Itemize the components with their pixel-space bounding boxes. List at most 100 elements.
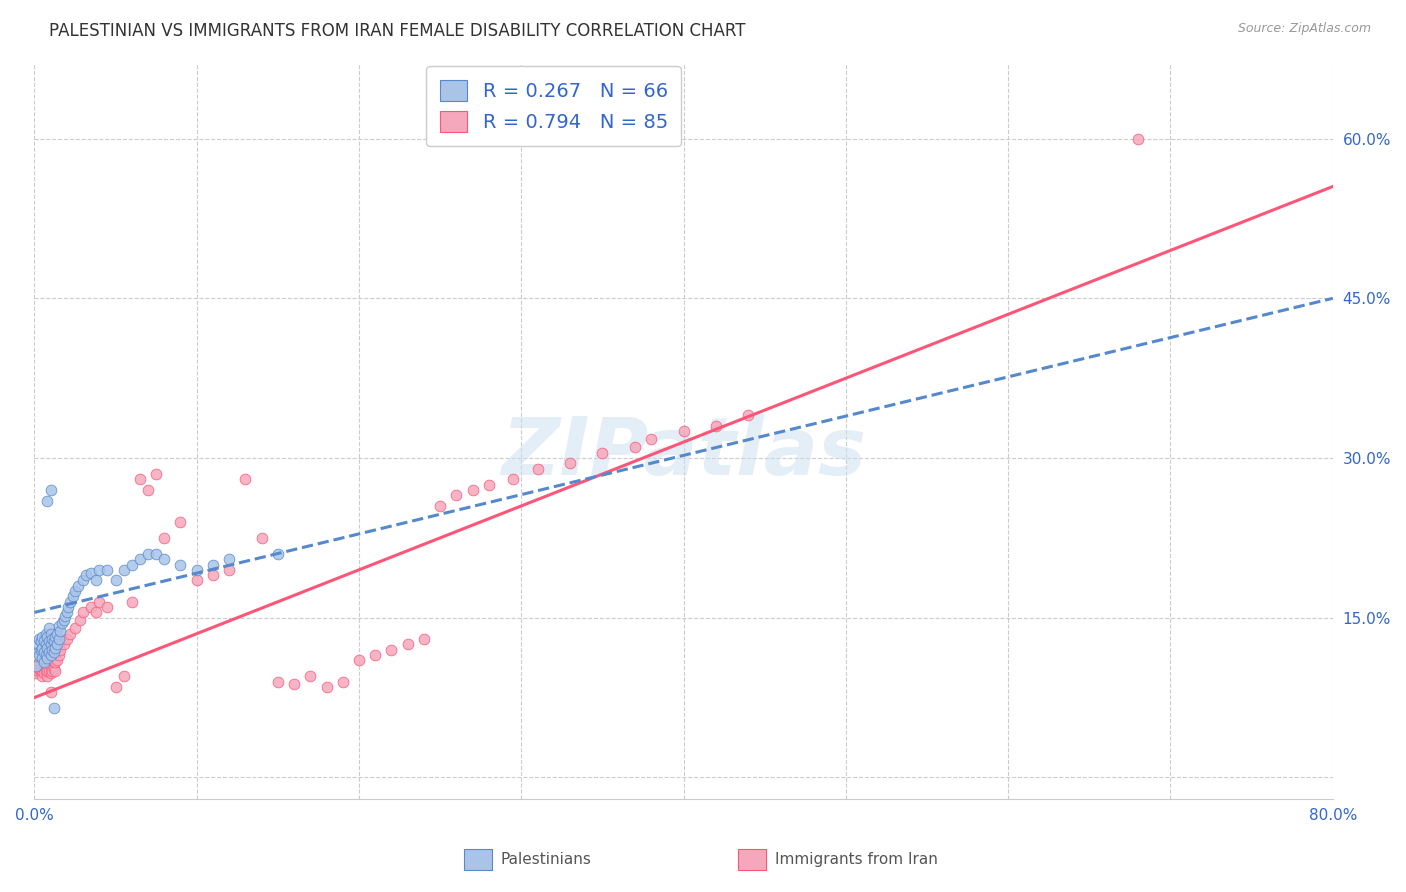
Point — [32, 666, 55, 681]
Point — [27, 645, 49, 659]
Point — [72, 606, 94, 620]
Point — [412, 632, 434, 646]
Point — [49, 642, 72, 657]
Point — [63, 621, 86, 635]
Point — [37, 640, 59, 655]
Point — [136, 547, 159, 561]
Point — [201, 558, 224, 572]
Point — [48, 637, 70, 651]
Point — [104, 574, 127, 588]
Point — [145, 547, 167, 561]
Point — [112, 669, 135, 683]
Point — [32, 645, 55, 659]
Legend: R = 0.267   N = 66, R = 0.794   N = 85: R = 0.267 N = 66, R = 0.794 N = 85 — [426, 66, 682, 145]
Point — [446, 488, 468, 502]
Point — [46, 653, 69, 667]
Point — [41, 664, 63, 678]
Point — [478, 477, 501, 491]
Point — [37, 664, 59, 678]
Point — [38, 664, 60, 678]
Point — [62, 590, 84, 604]
Point — [35, 626, 58, 640]
Point — [75, 568, 97, 582]
Point — [48, 648, 70, 662]
Point — [39, 666, 62, 681]
Text: Source: ZipAtlas.com: Source: ZipAtlas.com — [1237, 22, 1371, 36]
Point — [44, 640, 66, 655]
Point — [31, 640, 53, 655]
Point — [267, 674, 290, 689]
Point — [38, 645, 60, 659]
Point — [42, 662, 65, 676]
Point — [35, 664, 58, 678]
Point — [41, 632, 63, 646]
Point — [332, 674, 354, 689]
Point — [56, 632, 79, 646]
Point — [52, 637, 75, 651]
Point — [30, 634, 52, 648]
Point — [59, 626, 82, 640]
Point — [39, 658, 62, 673]
Point — [42, 634, 65, 648]
Point — [46, 637, 69, 651]
Point — [69, 613, 91, 627]
Point — [153, 531, 176, 545]
Point — [44, 630, 66, 644]
Point — [53, 608, 76, 623]
Point — [704, 419, 727, 434]
Point — [235, 472, 257, 486]
Point — [672, 425, 695, 439]
Point — [89, 595, 111, 609]
Point — [25, 658, 48, 673]
Point — [364, 648, 387, 662]
Point — [37, 493, 59, 508]
Point — [35, 637, 58, 651]
Point — [32, 645, 55, 659]
Text: PALESTINIAN VS IMMIGRANTS FROM IRAN FEMALE DISABILITY CORRELATION CHART: PALESTINIAN VS IMMIGRANTS FROM IRAN FEMA… — [49, 22, 745, 40]
Point — [429, 499, 451, 513]
Point — [37, 669, 59, 683]
Point — [42, 651, 65, 665]
Point — [38, 634, 60, 648]
Point — [38, 621, 60, 635]
Point — [28, 648, 51, 662]
Point — [502, 472, 524, 486]
Point — [41, 653, 63, 667]
Point — [38, 656, 60, 670]
Point — [39, 483, 62, 497]
Point — [299, 669, 322, 683]
Point — [27, 664, 49, 678]
Point — [39, 648, 62, 662]
Point — [35, 648, 58, 662]
Point — [32, 634, 55, 648]
Point — [145, 467, 167, 481]
Point — [31, 651, 53, 665]
Point — [136, 483, 159, 497]
Text: ZIPatlas: ZIPatlas — [501, 415, 866, 492]
Point — [48, 619, 70, 633]
Point — [63, 584, 86, 599]
Point — [250, 531, 273, 545]
Point — [42, 645, 65, 659]
Point — [267, 547, 290, 561]
Point — [42, 701, 65, 715]
Point — [84, 606, 107, 620]
Point — [80, 566, 103, 580]
Point — [96, 600, 118, 615]
Point — [67, 579, 90, 593]
Point — [640, 432, 662, 446]
Point — [186, 574, 208, 588]
Point — [80, 600, 103, 615]
Point — [37, 630, 59, 644]
Point — [32, 656, 55, 670]
Point — [31, 664, 53, 678]
Point — [1126, 131, 1149, 145]
Point — [121, 558, 143, 572]
Point — [315, 680, 337, 694]
Point — [169, 515, 191, 529]
Point — [37, 653, 59, 667]
Point — [49, 624, 72, 638]
Point — [56, 606, 79, 620]
Point — [46, 626, 69, 640]
Point — [35, 648, 58, 662]
